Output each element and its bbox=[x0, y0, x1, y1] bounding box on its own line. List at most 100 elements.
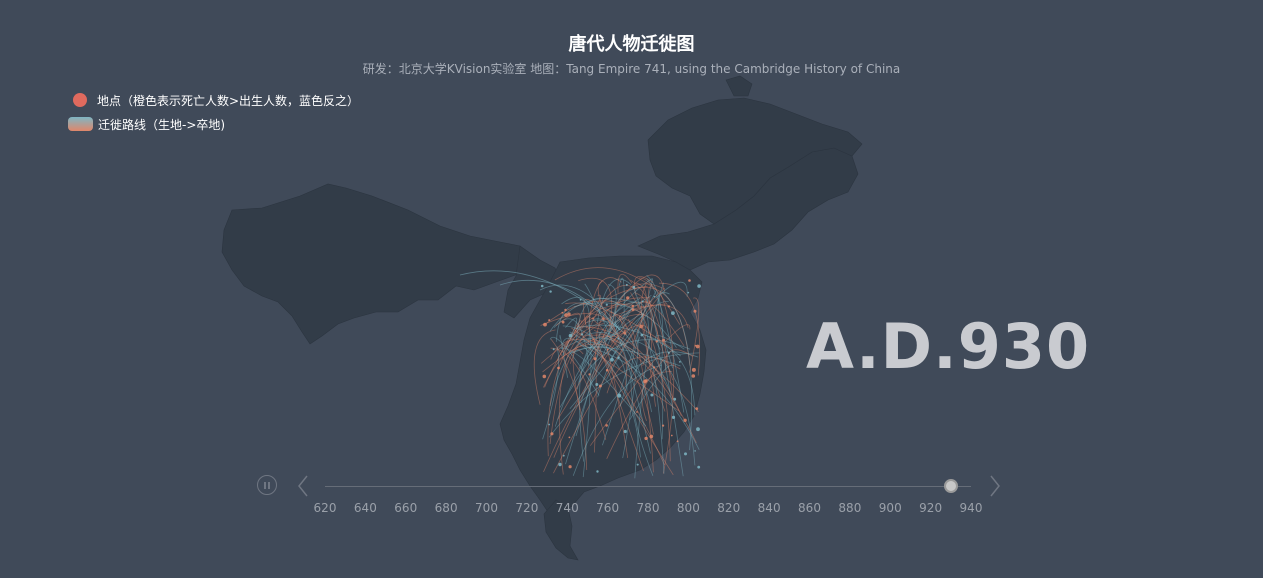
place-marker[interactable] bbox=[662, 424, 665, 427]
place-marker[interactable] bbox=[623, 331, 627, 335]
place-marker[interactable] bbox=[617, 393, 622, 398]
place-marker[interactable] bbox=[673, 397, 677, 401]
place-marker[interactable] bbox=[639, 324, 643, 329]
place-marker[interactable] bbox=[631, 304, 635, 308]
place-marker[interactable] bbox=[653, 366, 656, 369]
timeline-tick-label[interactable]: 880 bbox=[838, 501, 862, 515]
place-marker[interactable] bbox=[671, 311, 675, 315]
place-marker[interactable] bbox=[564, 313, 568, 317]
place-marker[interactable] bbox=[662, 338, 665, 342]
place-marker[interactable] bbox=[676, 440, 679, 443]
place-marker[interactable] bbox=[562, 454, 565, 457]
place-marker[interactable] bbox=[691, 367, 696, 372]
timeline-tick-label[interactable]: 720 bbox=[515, 501, 539, 515]
place-marker[interactable] bbox=[636, 411, 638, 413]
place-marker[interactable] bbox=[697, 284, 701, 288]
place-marker[interactable] bbox=[671, 415, 676, 419]
place-marker[interactable] bbox=[567, 312, 571, 316]
place-marker[interactable] bbox=[617, 337, 620, 340]
chevron-right-icon[interactable] bbox=[988, 474, 1002, 498]
place-marker[interactable] bbox=[540, 284, 544, 288]
place-marker[interactable] bbox=[568, 436, 571, 439]
place-marker[interactable] bbox=[691, 374, 696, 378]
place-marker[interactable] bbox=[552, 348, 555, 351]
timeline-tick-label[interactable]: 680 bbox=[434, 501, 458, 515]
place-marker[interactable] bbox=[631, 308, 635, 311]
place-marker[interactable] bbox=[610, 357, 614, 362]
timeline-track[interactable] bbox=[325, 486, 971, 487]
timeline-tick-label[interactable]: 800 bbox=[676, 501, 700, 515]
place-marker[interactable] bbox=[653, 295, 656, 298]
timeline-tick-label[interactable]: 860 bbox=[798, 501, 821, 515]
place-marker[interactable] bbox=[667, 351, 670, 354]
place-marker[interactable] bbox=[561, 320, 565, 324]
place-marker[interactable] bbox=[595, 383, 599, 386]
place-marker[interactable] bbox=[655, 340, 658, 343]
timeline-tick-label[interactable]: 660 bbox=[394, 501, 418, 515]
timeline-tick-label[interactable]: 940 bbox=[959, 501, 983, 515]
place-marker[interactable] bbox=[605, 368, 609, 372]
place-marker[interactable] bbox=[592, 317, 594, 320]
place-marker[interactable] bbox=[687, 291, 690, 294]
timeline-tick-label[interactable]: 780 bbox=[636, 501, 660, 515]
place-marker[interactable] bbox=[568, 333, 573, 338]
place-marker[interactable] bbox=[636, 463, 639, 466]
place-marker[interactable] bbox=[542, 374, 547, 379]
legend-item-routes[interactable]: 迁徙路线（生地->卒地) bbox=[68, 112, 359, 136]
place-marker[interactable] bbox=[626, 296, 630, 300]
timeline-tick-label[interactable]: 760 bbox=[596, 501, 620, 515]
place-marker[interactable] bbox=[561, 311, 564, 314]
place-marker[interactable] bbox=[588, 373, 591, 376]
place-marker[interactable] bbox=[568, 465, 572, 469]
place-marker[interactable] bbox=[564, 308, 567, 312]
place-marker[interactable] bbox=[644, 379, 648, 383]
timeline-tick-label[interactable]: 620 bbox=[313, 501, 337, 515]
pause-icon[interactable] bbox=[257, 475, 277, 495]
place-marker[interactable] bbox=[695, 344, 700, 349]
place-marker[interactable] bbox=[632, 285, 636, 289]
place-marker[interactable] bbox=[579, 298, 582, 301]
place-marker[interactable] bbox=[688, 279, 691, 282]
place-marker[interactable] bbox=[679, 361, 681, 363]
place-marker[interactable] bbox=[602, 317, 605, 321]
place-marker[interactable] bbox=[596, 470, 599, 473]
place-marker[interactable] bbox=[684, 452, 687, 456]
timeline-tick-label[interactable]: 740 bbox=[555, 501, 579, 515]
place-marker[interactable] bbox=[693, 309, 697, 313]
place-marker[interactable] bbox=[670, 434, 673, 437]
place-marker[interactable] bbox=[641, 300, 644, 303]
timeline-tick-label[interactable]: 840 bbox=[757, 501, 781, 515]
timeline-tick-label[interactable]: 700 bbox=[475, 501, 498, 515]
place-marker[interactable] bbox=[548, 423, 551, 426]
place-marker[interactable] bbox=[695, 407, 699, 410]
place-marker[interactable] bbox=[549, 290, 552, 293]
place-marker[interactable] bbox=[605, 303, 608, 306]
place-marker[interactable] bbox=[543, 322, 547, 327]
place-marker[interactable] bbox=[548, 319, 551, 322]
place-marker[interactable] bbox=[580, 333, 584, 336]
place-marker[interactable] bbox=[694, 450, 696, 452]
place-marker[interactable] bbox=[694, 344, 697, 347]
place-marker[interactable] bbox=[558, 462, 562, 467]
place-marker[interactable] bbox=[640, 333, 644, 337]
timeline-tick-label[interactable]: 920 bbox=[919, 501, 943, 515]
place-marker[interactable] bbox=[623, 429, 627, 434]
place-marker[interactable] bbox=[593, 357, 597, 361]
timeline-tick-label[interactable]: 640 bbox=[353, 501, 377, 515]
place-marker[interactable] bbox=[557, 366, 560, 370]
timeline-handle[interactable] bbox=[943, 479, 958, 493]
place-marker[interactable] bbox=[697, 465, 701, 469]
place-marker[interactable] bbox=[644, 436, 648, 441]
legend-item-places[interactable]: 地点（橙色表示死亡人数>出生人数，蓝色反之） bbox=[68, 88, 359, 112]
chevron-left-icon[interactable] bbox=[296, 474, 310, 498]
place-marker[interactable] bbox=[550, 432, 554, 436]
place-marker[interactable] bbox=[650, 393, 654, 397]
place-marker[interactable] bbox=[617, 356, 620, 359]
place-marker[interactable] bbox=[605, 424, 608, 427]
place-marker[interactable] bbox=[696, 427, 700, 432]
place-marker[interactable] bbox=[598, 384, 602, 388]
place-marker[interactable] bbox=[606, 348, 609, 351]
place-marker[interactable] bbox=[683, 418, 687, 422]
timeline-tick-label[interactable]: 900 bbox=[878, 501, 902, 515]
